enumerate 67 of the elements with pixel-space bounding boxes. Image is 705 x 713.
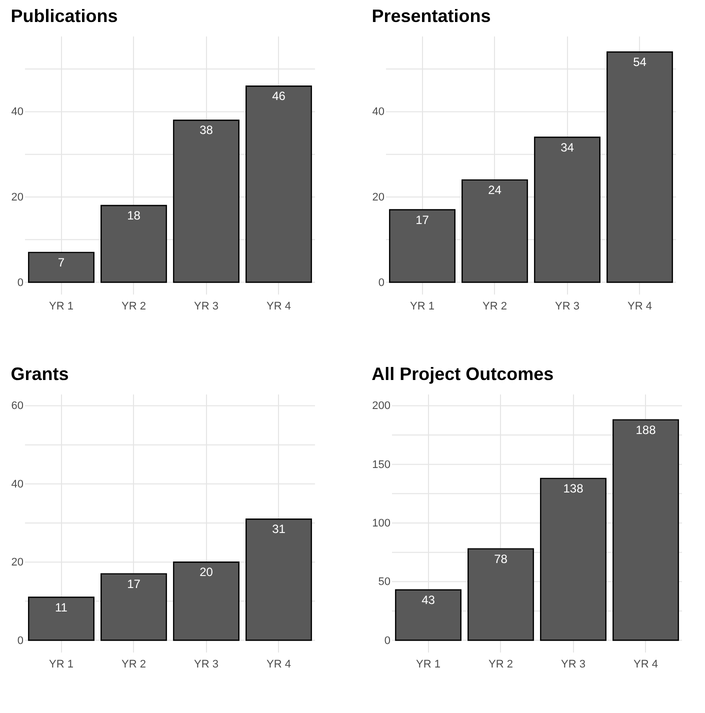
x-tick-label: YR 1 (416, 658, 440, 670)
x-tick-label: YR 4 (266, 658, 291, 670)
y-tick-label: 20 (372, 191, 384, 204)
data-label: 46 (272, 89, 286, 104)
bar (173, 561, 240, 641)
bar (246, 86, 312, 283)
y-tick-label: 40 (11, 478, 24, 490)
y-tick-label: 0 (378, 276, 384, 289)
data-label: 138 (563, 481, 584, 496)
bar (246, 518, 312, 641)
data-label: 7 (58, 255, 65, 270)
x-tick-label: YR 4 (634, 658, 658, 670)
bar (100, 573, 167, 641)
x-tick-label: YR 2 (488, 658, 513, 670)
data-label: 11 (55, 600, 68, 614)
y-tick-label: 0 (17, 634, 24, 647)
x-tick-label: YR 2 (122, 658, 146, 670)
y-tick-label: 40 (372, 106, 384, 118)
bar (28, 252, 94, 283)
data-label: 43 (422, 592, 436, 607)
data-label: 38 (200, 123, 214, 138)
y-tick-label: 150 (372, 458, 390, 471)
y-tick-label: 200 (372, 400, 390, 412)
bar (606, 51, 673, 283)
x-tick-label: YR 1 (410, 300, 434, 312)
bar (173, 120, 240, 283)
x-tick-label: YR 4 (628, 300, 652, 312)
bar (534, 136, 600, 283)
y-tick-label: 100 (372, 518, 390, 530)
y-tick-label: 60 (11, 400, 24, 412)
x-tick-label: YR 2 (122, 300, 146, 312)
x-tick-label: YR 2 (482, 300, 507, 312)
bar (389, 209, 456, 283)
y-tick-label: 0 (17, 276, 24, 289)
bar (612, 419, 679, 641)
bar (395, 589, 462, 641)
bar (540, 478, 606, 641)
x-tick-label: YR 3 (194, 300, 218, 312)
bar (462, 179, 528, 283)
x-tick-label: YR 1 (49, 658, 74, 670)
data-label: 20 (200, 565, 214, 580)
chart-title: Grants (10, 364, 69, 384)
data-label: 24 (488, 182, 502, 197)
chart-title: Publications (10, 6, 118, 26)
x-tick-label: YR 1 (49, 300, 74, 312)
data-label: 17 (127, 576, 141, 591)
y-tick-label: 20 (11, 191, 24, 204)
x-tick-label: YR 4 (266, 300, 291, 312)
data-label: 34 (560, 140, 574, 154)
x-tick-label: YR 3 (194, 658, 218, 670)
chart-title: All Project Outcomes (372, 364, 554, 384)
data-label: 188 (636, 422, 656, 437)
data-label: 18 (127, 208, 141, 223)
data-label: 31 (272, 522, 286, 536)
bar (28, 596, 94, 641)
y-tick-label: 50 (378, 576, 390, 588)
chart-title: Presentations (372, 6, 491, 26)
data-label: 17 (416, 212, 430, 227)
bar (468, 548, 534, 641)
x-tick-label: YR 3 (561, 658, 586, 670)
bar (100, 204, 167, 283)
data-label: 78 (494, 552, 508, 566)
data-label: 54 (633, 54, 647, 69)
x-tick-label: YR 3 (555, 300, 580, 312)
y-tick-label: 20 (11, 556, 24, 569)
y-tick-label: 40 (11, 106, 24, 118)
y-tick-label: 0 (384, 634, 390, 647)
